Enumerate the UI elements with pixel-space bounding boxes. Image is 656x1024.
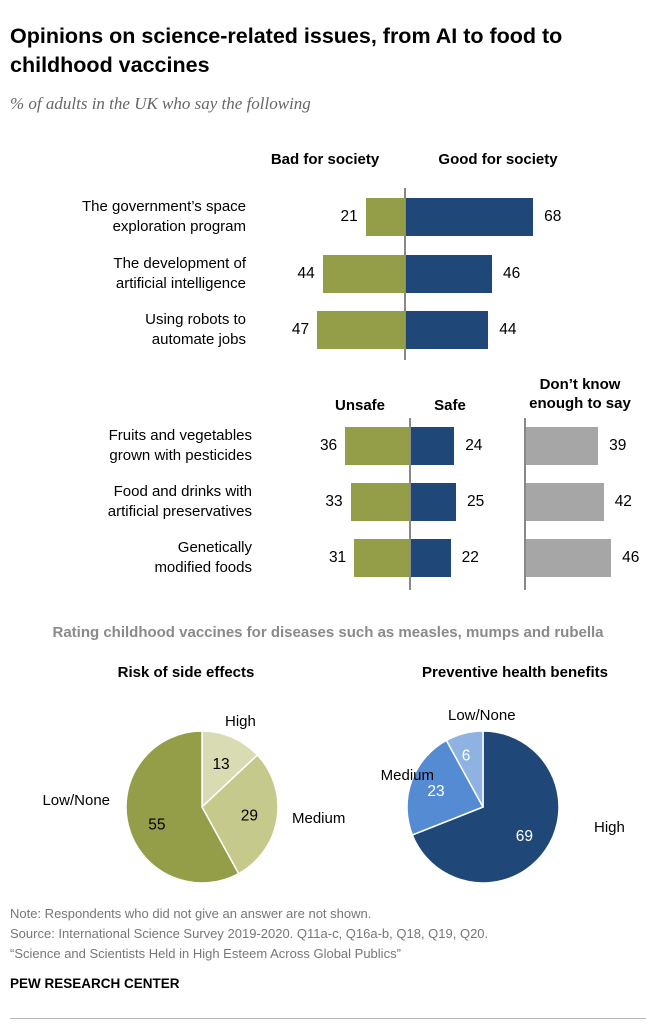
category-label: Fruits and vegetables grown with pesticid… — [108, 427, 252, 464]
pie-slice-medium — [201, 753, 279, 875]
chart-subtitle: % of adults in the UK who say the follow… — [10, 94, 311, 113]
pie-slice-high — [411, 730, 560, 884]
pie-value-label: 6 — [462, 748, 471, 765]
pie-slice-label: High — [225, 713, 256, 730]
data-label: 68 — [544, 208, 562, 225]
bottom-rule — [10, 1018, 646, 1019]
bar-good-for-society — [406, 311, 489, 349]
pie-slice-label: Low/None — [448, 707, 516, 724]
bar-unsafe — [350, 483, 410, 521]
pie-slice-label: Medium — [381, 767, 434, 784]
bar-bad-for-society — [322, 255, 405, 293]
pie-value-label: 29 — [241, 808, 258, 825]
data-label: 22 — [461, 549, 479, 566]
category-label: The government’s space exploration progra… — [82, 198, 246, 235]
header-good: Good for society — [438, 151, 558, 168]
pie-slice-medium — [406, 739, 485, 836]
pie-title-risk: Risk of side effects — [117, 664, 255, 681]
header-unsafe: Unsafe — [334, 397, 386, 414]
pie-value-label: 13 — [212, 756, 229, 773]
bar-good-for-society — [406, 198, 534, 236]
bar-unsafe — [354, 539, 410, 577]
bar-safe — [411, 483, 456, 521]
pie-value-label: 23 — [427, 783, 444, 800]
data-label: 21 — [340, 208, 358, 225]
header-bad: Bad for society — [270, 151, 380, 168]
pie-slice-label: Low/None — [42, 792, 110, 809]
category-label: The development of artificial intelligenc… — [113, 255, 246, 292]
pie-title-benefits: Preventive health benefits — [422, 664, 608, 681]
pie-value-label: 69 — [516, 828, 533, 845]
category-label: Using robots to automate jobs — [145, 311, 246, 348]
data-label: 44 — [499, 321, 517, 338]
data-label: 33 — [325, 493, 343, 510]
source: Source: International Science Survey 201… — [10, 926, 489, 941]
pie-slice-high — [201, 730, 259, 809]
data-label: 46 — [503, 265, 521, 282]
bar-bad-for-society — [317, 311, 405, 349]
data-label: 36 — [319, 437, 338, 454]
category-label: Genetically modified foods — [154, 539, 252, 576]
pie-slice-label: Medium — [292, 810, 345, 827]
bar-unsafe — [345, 427, 410, 465]
pie-slice-label: High — [594, 819, 625, 836]
pie-slice-low-none — [125, 730, 240, 884]
data-label: 47 — [291, 321, 310, 338]
bar-good-for-society — [406, 255, 493, 293]
note: Note: Respondents who did not give an an… — [10, 906, 372, 921]
data-label: 31 — [328, 549, 347, 566]
brand-logo: PEW RESEARCH CENTER — [10, 976, 180, 991]
axis-line — [404, 188, 406, 360]
axis-line — [409, 418, 411, 590]
axis-line-dont-know — [524, 418, 526, 590]
bar-dont-know — [526, 539, 612, 577]
category-label: Food and drinks with artificial preservat… — [107, 483, 252, 520]
header-safe: Safe — [434, 397, 466, 414]
bar-dont-know — [526, 483, 604, 521]
data-label: 42 — [614, 493, 632, 510]
data-label: 39 — [609, 437, 627, 454]
report-title: “Science and Scientists Held in High Est… — [10, 946, 401, 961]
header-dont-know: Don’t know enough to say — [529, 376, 631, 412]
data-label: 46 — [622, 549, 640, 566]
pie-value-label: 55 — [148, 816, 165, 833]
bar-dont-know — [526, 427, 599, 465]
bar-safe — [411, 427, 455, 465]
chart-title: Opinions on science-related issues, from… — [10, 24, 563, 77]
bar-safe — [411, 539, 451, 577]
data-label: 24 — [465, 437, 483, 454]
bar-bad-for-society — [365, 198, 405, 236]
data-label: 25 — [467, 493, 485, 510]
pie-slice-low-none — [445, 730, 484, 808]
section-title: Rating childhood vaccines for diseases s… — [52, 624, 604, 641]
data-label: 44 — [297, 265, 315, 282]
